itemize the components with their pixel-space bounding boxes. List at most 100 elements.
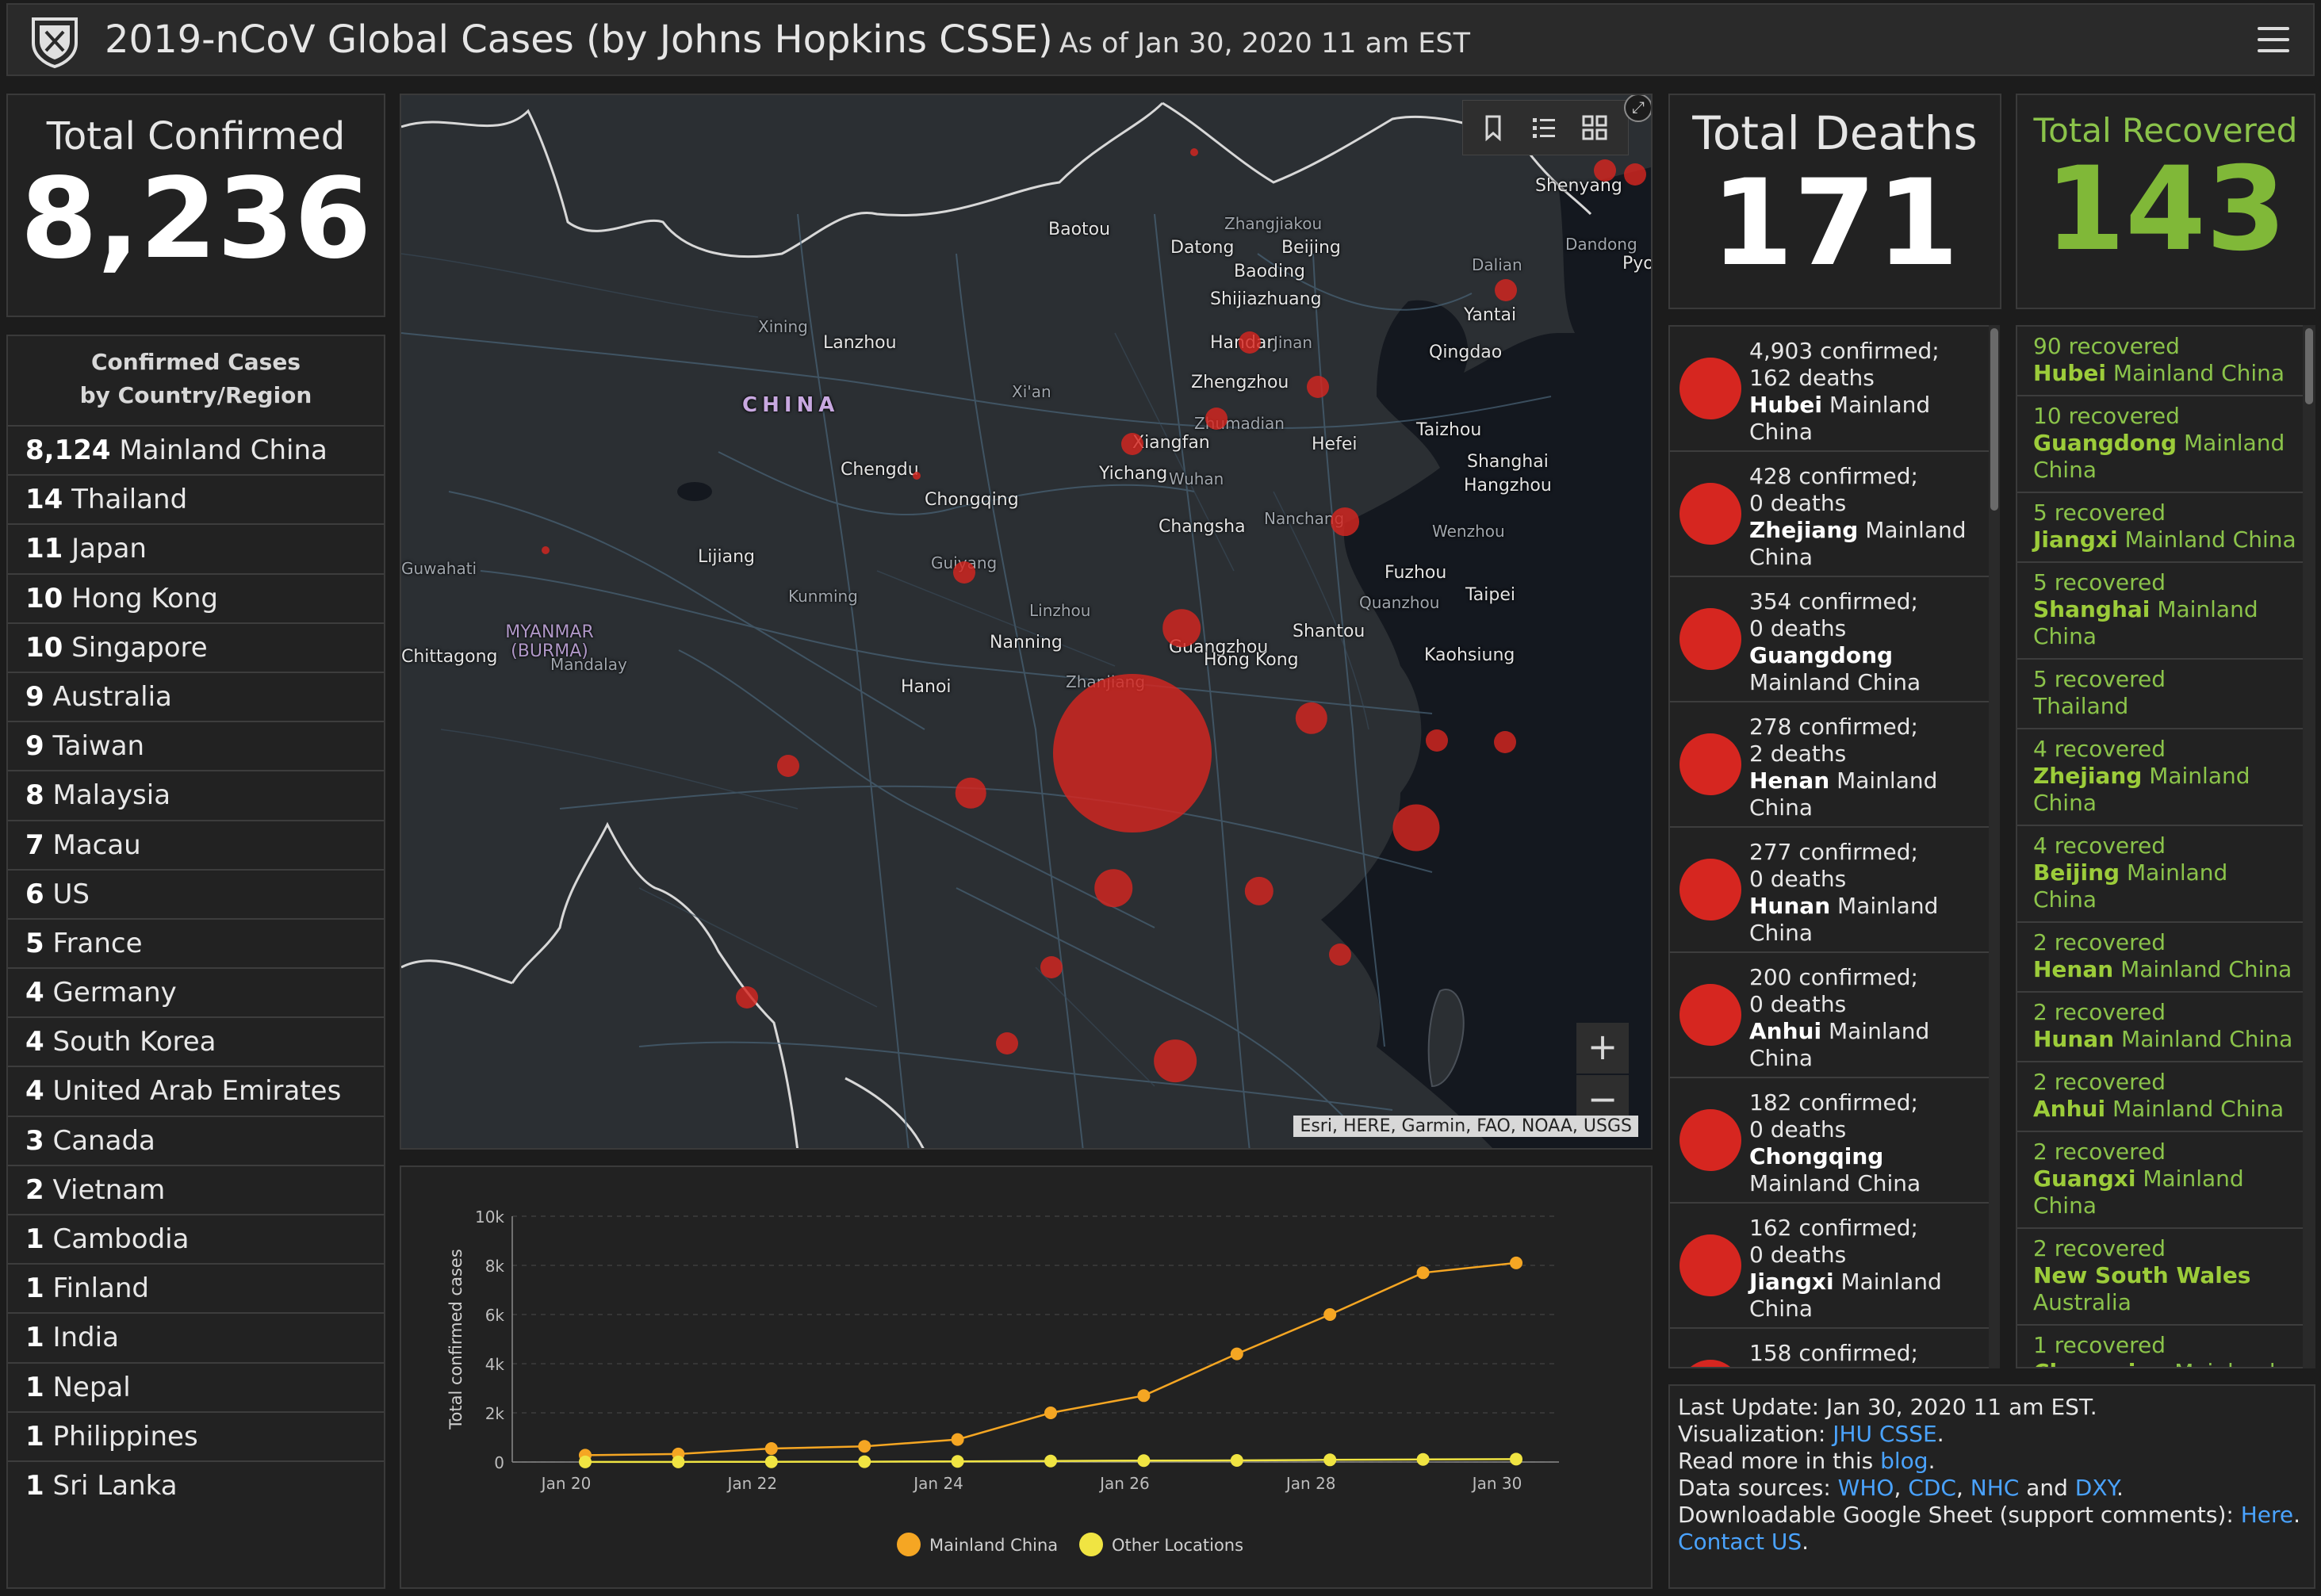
country-row[interactable]: 4 Germany <box>8 967 384 1016</box>
case-bubble[interactable] <box>736 986 758 1009</box>
country-row[interactable]: 5 France <box>8 917 384 967</box>
recovered-row[interactable]: 4 recovered Zhejiang Mainland China <box>2017 729 2303 826</box>
recovered-row[interactable]: 2 recovered Hunan Mainland China <box>2017 993 2303 1062</box>
country-row[interactable]: 14 Thailand <box>8 474 384 523</box>
country-row[interactable]: 7 Macau <box>8 819 384 869</box>
case-bubble[interactable] <box>1239 331 1261 354</box>
country-row[interactable]: 2 Vietnam <box>8 1164 384 1214</box>
location: Hubei Mainland China <box>1749 392 1982 446</box>
country-row[interactable]: 11 Japan <box>8 523 384 572</box>
zoom-in-button[interactable]: + <box>1576 1023 1629 1074</box>
case-bubble[interactable] <box>1190 148 1198 156</box>
deaths-row[interactable]: 354 confirmed; 0 deaths Guangdong Mainland… <box>1670 577 1989 702</box>
case-bubble[interactable] <box>1594 159 1616 182</box>
deaths-row[interactable]: 162 confirmed; 0 deaths Jiangxi Mainland C… <box>1670 1204 1989 1329</box>
recovered-list-panel[interactable]: 90 recovered Hubei Mainland China 10 recov… <box>2016 325 2304 1368</box>
google-sheet-link[interactable]: Here <box>2240 1502 2294 1528</box>
case-bubble[interactable] <box>1205 408 1228 430</box>
case-bubble[interactable] <box>996 1032 1018 1054</box>
country-row[interactable]: 9 Australia <box>8 671 384 721</box>
legend-list-icon[interactable] <box>1528 112 1560 144</box>
country-row[interactable]: 6 US <box>8 868 384 918</box>
case-bubble[interactable] <box>1307 376 1329 398</box>
bookmark-icon[interactable] <box>1477 112 1509 144</box>
country-row[interactable]: 4 United Arab Emirates <box>8 1066 384 1115</box>
country-row[interactable]: 1 Cambodia <box>8 1214 384 1263</box>
case-bubble[interactable] <box>1053 674 1212 832</box>
recovered-row[interactable]: 5 recovered Jiangxi Mainland China <box>2017 493 2303 563</box>
case-bubble[interactable] <box>913 472 921 480</box>
recovered-row[interactable]: 4 recovered Beijing Mainland China <box>2017 826 2303 923</box>
country-row[interactable]: 8 Malaysia <box>8 770 384 819</box>
recovered-row[interactable]: 2 recovered Guangxi Mainland China <box>2017 1132 2303 1229</box>
case-bubble[interactable] <box>1094 869 1132 907</box>
case-bubble[interactable] <box>1494 731 1516 753</box>
case-bubble[interactable] <box>953 561 975 584</box>
location: New South Wales Australia <box>2033 1262 2296 1316</box>
case-bubble[interactable] <box>1154 1039 1197 1082</box>
basemap-gallery-icon[interactable] <box>1579 112 1611 144</box>
y-tick-label: 8k <box>485 1257 505 1276</box>
deaths-row[interactable]: 278 confirmed; 2 deaths Henan Mainland Chi… <box>1670 702 1989 828</box>
deaths-row[interactable]: 277 confirmed; 0 deaths Hunan Mainland Chi… <box>1670 828 1989 953</box>
country-row[interactable]: 10 Hong Kong <box>8 572 384 622</box>
hamburger-menu-icon[interactable] <box>2258 27 2289 54</box>
country-row[interactable]: 9 Taiwan <box>8 721 384 770</box>
recovered-row[interactable]: 5 recovered Shanghai Mainland China <box>2017 563 2303 660</box>
country-row[interactable]: 1 Finland <box>8 1263 384 1312</box>
map-label: Hong Kong <box>1204 650 1299 670</box>
blog-link[interactable]: blog <box>1880 1448 1928 1474</box>
data-point <box>858 1455 871 1468</box>
case-bubble[interactable] <box>777 755 799 777</box>
case-bubble[interactable] <box>1392 804 1440 852</box>
scrollbar-thumb[interactable] <box>2305 328 2313 404</box>
case-bubble[interactable] <box>1624 163 1646 186</box>
case-bubble[interactable] <box>1244 876 1274 906</box>
country-row[interactable]: 4 South Korea <box>8 1016 384 1066</box>
country-row[interactable]: 1 India <box>8 1312 384 1361</box>
recovered-row[interactable]: 90 recovered Hubei Mainland China <box>2017 327 2303 396</box>
recovered-row[interactable]: 2 recovered New South Wales Australia <box>2017 1229 2303 1326</box>
data-point <box>951 1433 964 1446</box>
country-row[interactable]: 8,124 Mainland China <box>8 425 384 474</box>
case-bubble[interactable] <box>1295 702 1328 735</box>
country-row[interactable]: 1 Nepal <box>8 1361 384 1411</box>
recovered-row[interactable]: 2 recovered Anhui Mainland China <box>2017 1062 2303 1132</box>
case-bubble[interactable] <box>1040 956 1063 978</box>
deaths-row[interactable]: 182 confirmed; 0 deaths Chongqing Mainland… <box>1670 1078 1989 1204</box>
recovered-list-scrollbar[interactable] <box>2303 325 2315 1368</box>
country-row[interactable]: 10 Singapore <box>8 622 384 672</box>
info-panel: Last Update: Jan 30, 2020 11 am EST. Vis… <box>1668 1384 2315 1589</box>
deaths-list-scrollbar[interactable] <box>1989 325 2000 1368</box>
recovered-row[interactable]: 10 recovered Guangdong Mainland China <box>2017 396 2303 493</box>
case-bubble[interactable] <box>1121 433 1143 455</box>
deaths-row[interactable]: 428 confirmed; 0 deaths Zhejiang Mainland … <box>1670 452 1989 577</box>
deaths-row[interactable]: 200 confirmed; 0 deaths Anhui Mainland Chi… <box>1670 953 1989 1078</box>
case-bubble[interactable] <box>1495 279 1517 301</box>
case-bubble[interactable] <box>1329 943 1351 966</box>
who-link[interactable]: WHO <box>1837 1475 1894 1501</box>
case-bubble[interactable] <box>542 546 550 554</box>
recovered-row[interactable]: 5 recovered Thailand <box>2017 660 2303 729</box>
expand-icon[interactable]: ⤢ <box>1624 95 1651 122</box>
country-row[interactable]: 1 Sri Lanka <box>8 1460 384 1510</box>
deaths-row[interactable]: 4,903 confirmed; 162 deaths Hubei Mainland… <box>1670 327 1989 452</box>
country-row[interactable]: 1 Philippines <box>8 1410 384 1460</box>
case-bubble[interactable] <box>955 777 986 809</box>
deaths-list-panel[interactable]: 4,903 confirmed; 162 deaths Hubei Mainland… <box>1668 325 1990 1368</box>
nhc-link[interactable]: NHC <box>1970 1475 2020 1501</box>
dxy-link[interactable]: DXY <box>2074 1475 2116 1501</box>
recovered-row[interactable]: 2 recovered Henan Mainland China <box>2017 923 2303 993</box>
map-view[interactable]: Shenyang Zhangjiakou Baotou Datong Beijing Da… <box>400 94 1653 1150</box>
map-label: Yichang <box>1099 464 1168 484</box>
case-bubble[interactable] <box>1331 507 1359 536</box>
contact-us-link[interactable]: Contact US <box>1678 1529 1802 1555</box>
recovered-row[interactable]: 1 recoveredChongqing Mainland China <box>2017 1326 2303 1367</box>
jhu-csse-link[interactable]: JHU CSSE <box>1833 1421 1937 1447</box>
country-row[interactable]: 3 Canada <box>8 1115 384 1165</box>
case-bubble[interactable] <box>1162 609 1201 647</box>
cdc-link[interactable]: CDC <box>1908 1475 1956 1501</box>
scrollbar-thumb[interactable] <box>1990 328 1998 511</box>
case-bubble[interactable] <box>1426 729 1448 752</box>
deaths-row[interactable]: 158 confirmed;0 deathsShandong Mainland <box>1670 1329 1989 1367</box>
